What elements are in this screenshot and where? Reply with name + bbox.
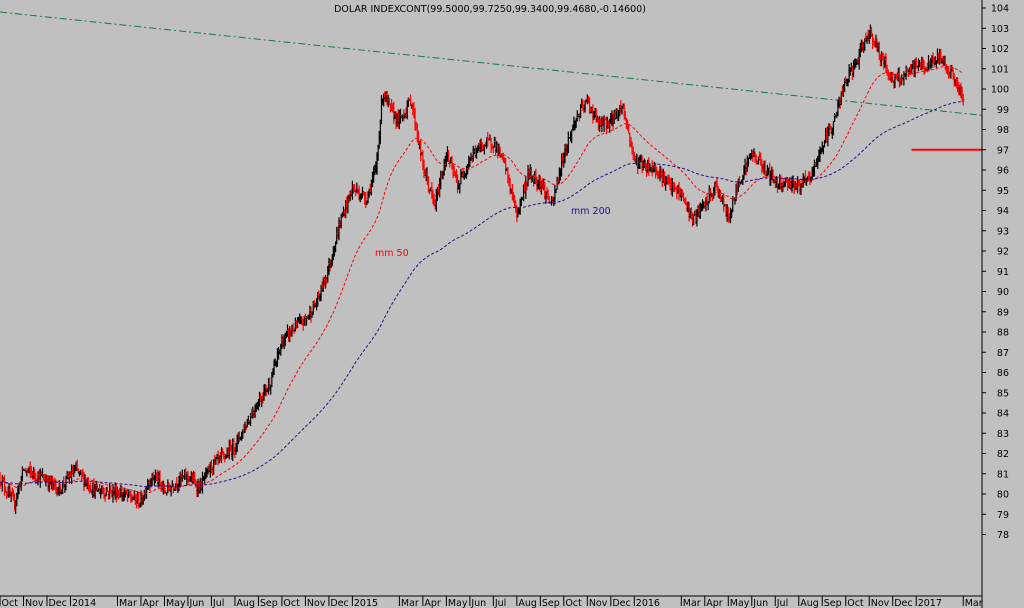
x-tick-label: Nov bbox=[589, 598, 608, 608]
x-tick-label: Aug bbox=[518, 598, 537, 608]
y-tick-label: 88 bbox=[997, 328, 1009, 339]
x-tick-label: Nov bbox=[25, 598, 44, 608]
x-tick-label: Oct bbox=[565, 598, 582, 608]
y-tick-label: 99 bbox=[997, 105, 1009, 116]
x-tick-label: Jun bbox=[752, 598, 768, 608]
x-tick-label: Jul bbox=[776, 598, 788, 608]
x-tick-label: Dec bbox=[894, 598, 912, 608]
y-tick-label: 91 bbox=[997, 267, 1009, 278]
x-axis: Oct Nov Dec 2014 Mar Apr May Jun Jul Aug Sep Oct Nov… bbox=[0, 595, 983, 608]
y-tick-label: 85 bbox=[997, 388, 1009, 399]
x-tick-label: Oct bbox=[847, 598, 864, 608]
y-tick-label: 97 bbox=[997, 145, 1009, 156]
chart-title: DOLAR INDEXCONT(99.5000,99.7250,99.3400,… bbox=[334, 4, 646, 15]
x-tick-label: Jul bbox=[212, 598, 224, 608]
y-tick-label: 80 bbox=[997, 490, 1009, 501]
y-tick-label: 104 bbox=[991, 4, 1009, 15]
annotation-mm50: mm 50 bbox=[375, 248, 409, 259]
x-tick-label: Mar bbox=[401, 598, 419, 608]
y-tick-label: 96 bbox=[997, 166, 1009, 177]
y-tick-label: 87 bbox=[997, 348, 1009, 359]
x-tick-label: 2016 bbox=[636, 598, 660, 608]
ohlc-bar bbox=[961, 94, 965, 106]
y-tick-label: 79 bbox=[997, 510, 1009, 521]
x-tick-label: Nov bbox=[871, 598, 890, 608]
y-tick-label: 102 bbox=[991, 44, 1009, 55]
y-tick-label: 95 bbox=[997, 186, 1009, 197]
x-tick-label: 2017 bbox=[918, 598, 942, 608]
x-tick-label: Sep bbox=[824, 598, 842, 608]
x-tick-label: Aug bbox=[800, 598, 819, 608]
x-tick-label: May bbox=[730, 598, 750, 608]
x-tick-label: Sep bbox=[260, 598, 278, 608]
y-tick-label: 90 bbox=[997, 287, 1009, 298]
x-tick-label: Mar bbox=[119, 598, 137, 608]
y-tick-label: 103 bbox=[991, 24, 1009, 35]
annotation-mm200: mm 200 bbox=[571, 206, 611, 217]
y-tick-label: 89 bbox=[997, 307, 1009, 318]
x-tick-label: Sep bbox=[542, 598, 560, 608]
x-tick-label: Apr bbox=[142, 598, 159, 608]
x-tick-label: Nov bbox=[307, 598, 326, 608]
x-tick-label: Dec bbox=[48, 598, 66, 608]
moving-averages bbox=[0, 65, 964, 495]
y-tick-label: 86 bbox=[997, 368, 1009, 379]
x-tick-label: 2014 bbox=[72, 598, 96, 608]
x-tick-label: Aug bbox=[236, 598, 255, 608]
x-tick-label: Dec bbox=[330, 598, 348, 608]
y-tick-label: 100 bbox=[991, 85, 1009, 96]
x-tick-label: Apr bbox=[424, 598, 441, 608]
y-tick-label: 78 bbox=[997, 530, 1009, 541]
y-tick-label: 81 bbox=[997, 469, 1009, 480]
y-tick-label: 101 bbox=[991, 64, 1009, 75]
y-tick-label: 93 bbox=[997, 226, 1009, 237]
y-tick-label: 83 bbox=[997, 429, 1009, 440]
x-tick-label: Jun bbox=[188, 598, 204, 608]
x-tick-label: May bbox=[448, 598, 468, 608]
y-tick-label: 84 bbox=[997, 409, 1009, 420]
x-tick-label: Dec bbox=[612, 598, 630, 608]
x-tick-label: Jun bbox=[470, 598, 486, 608]
x-tick-label: Mar bbox=[965, 598, 983, 608]
y-tick-label: 98 bbox=[997, 125, 1009, 136]
ma50-line bbox=[0, 65, 964, 495]
overlay-lines bbox=[0, 11, 983, 151]
y-tick-label: 92 bbox=[997, 247, 1009, 258]
x-tick-label: Jul bbox=[494, 598, 506, 608]
y-tick-label: 82 bbox=[997, 449, 1009, 460]
ma200-line bbox=[0, 101, 964, 487]
x-tick-label: Oct bbox=[283, 598, 300, 608]
x-tick-label: May bbox=[166, 598, 186, 608]
x-tick-label: Apr bbox=[706, 598, 723, 608]
y-axis: 78 79 80 81 82 83 84 85 86 87 88 89 90 91 92 93 94 95 96 97… bbox=[981, 0, 1009, 608]
x-tick-label: Oct bbox=[2, 598, 19, 608]
x-tick-label: Mar bbox=[683, 598, 701, 608]
y-tick-label: 94 bbox=[997, 206, 1009, 217]
x-tick-label: 2015 bbox=[354, 598, 378, 608]
ohlc-bars bbox=[0, 24, 965, 514]
